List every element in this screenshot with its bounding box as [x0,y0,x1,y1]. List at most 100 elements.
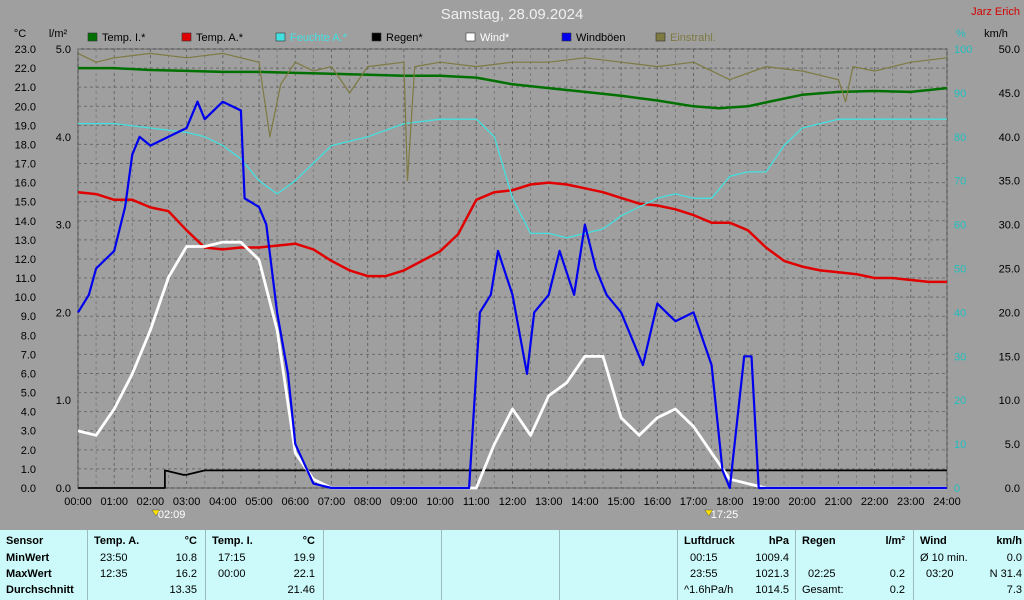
rain-unit: l/m² [885,535,905,547]
series-line-0 [78,66,948,110]
wind-tick-label: 40.0 [999,132,1020,144]
pressure-min-time: 00:15 [690,552,718,564]
stats-empty-col-2 [442,530,560,600]
legend-label: Windböen [576,32,626,44]
humidity-tick-label: 70 [954,176,966,188]
rain-axis-unit: l/m² [49,28,68,40]
x-tick-label: 08:00 [354,496,382,508]
wind-tick-label: 10.0 [999,395,1020,407]
humidity-tick-label: 60 [954,220,966,232]
x-tick-label: 01:00 [100,496,128,508]
rain-tick-label: 5.0 [56,44,71,56]
x-tick-label: 02:00 [137,496,165,508]
temp-tick-label: 13.0 [15,235,36,247]
legend-swatch [561,32,572,42]
x-tick-label: 10:00 [426,496,454,508]
humidity-tick-label: 50 [954,264,966,276]
x-tick-label: 17:00 [680,496,708,508]
sensor-header: Sensor [6,535,44,547]
humidity-tick-label: 0 [954,483,960,495]
temp-tick-label: 6.0 [21,368,36,380]
legend-label: Regen* [386,32,423,44]
temp-tick-label: 23.0 [15,44,36,56]
series-line-3 [78,469,947,489]
humidity-tick-label: 100 [954,44,972,56]
humidity-tick-label: 30 [954,351,966,363]
temp-tick-label: 20.0 [15,101,36,113]
temp-a-header: Temp. A. [94,535,140,547]
legend-label: Einstrahl. [670,32,716,44]
humidity-tick-label: 40 [954,307,966,319]
temp-i-max-value: 22.1 [293,568,315,580]
rain-tick-label: 0.0 [56,483,71,495]
stats-sensor-col: Sensor MinWert MaxWert Durchschnitt [0,530,88,600]
stats-pressure-col: Luftdruck hPa 00:15 1009.4 23:55 1021.3 … [678,530,796,600]
temp-i-header: Temp. I. [212,535,253,547]
temp-tick-label: 19.0 [15,120,36,132]
row-min-label: MinWert [6,552,50,564]
stats-wind-col: Wind km/h Ø 10 min. 0.0 03:20 N 31.4 7.3 [914,530,1024,600]
temp-tick-label: 14.0 [15,216,36,228]
rain-header: Regen [802,535,836,547]
legend-swatch [181,32,192,42]
humidity-tick-label: 80 [954,132,966,144]
stats-empty-col-1 [324,530,442,600]
x-tick-label: 18:00 [716,496,744,508]
x-tick-label: 24:00 [933,496,961,508]
legend-swatch [655,32,666,42]
row-avg-label: Durchschnitt [6,584,74,596]
wind-tick-label: 20.0 [999,307,1020,319]
temp-tick-label: 12.0 [15,254,36,266]
wind-avg-value: 0.0 [1006,552,1022,564]
series-line-1 [77,181,947,284]
humidity-tick-label: 20 [954,395,966,407]
humidity-tick-label: 90 [954,88,966,100]
pressure-header: Luftdruck [684,535,735,547]
temp-a-unit: °C [184,535,197,547]
x-tick-label: 04:00 [209,496,237,508]
wind-last-value: 7.3 [1006,584,1022,596]
x-tick-label: 23:00 [897,496,925,508]
temp-tick-label: 10.0 [15,292,36,304]
pressure-unit: hPa [768,535,789,547]
temp-tick-label: 17.0 [15,159,36,171]
temp-tick-label: 0.0 [21,483,36,495]
x-tick-label: 12:00 [499,496,527,508]
wind-axis-unit: km/h [984,28,1008,40]
x-tick-label: 19:00 [752,496,780,508]
legend-label: Wind* [480,32,510,44]
wind-tick-label: 35.0 [999,176,1020,188]
wind-tick-label: 50.0 [999,44,1020,56]
x-tick-label: 03:00 [173,496,201,508]
rain-max-value: 0.2 [889,568,905,580]
temp-tick-label: 3.0 [21,426,36,438]
temp-tick-label: 16.0 [15,178,36,190]
x-tick-label: 09:00 [390,496,418,508]
wind-tick-label: 45.0 [999,88,1020,100]
x-tick-label: 11:00 [463,496,490,508]
wind-tick-label: 30.0 [999,220,1020,232]
x-tick-label: 21:00 [825,496,853,508]
x-tick-label: 07:00 [318,496,346,508]
pressure-max-time: 23:55 [690,568,718,580]
rain-tick-label: 1.0 [56,395,71,407]
x-tick-label: 13:00 [535,496,563,508]
wind-unit: km/h [996,535,1022,547]
sun-marker-icon [704,509,714,517]
rain-total-label: Gesamt: [802,584,844,596]
wind-header: Wind [920,535,947,547]
temp-i-min-value: 19.9 [293,552,315,564]
temp-i-average: 21.46 [287,584,315,596]
wind-max-time: 03:20 [926,568,954,580]
pressure-max-value: 1021.3 [755,568,789,580]
x-tick-label: 15:00 [607,496,635,508]
temp-tick-label: 5.0 [21,388,36,400]
stats-temp-a-col: Temp. A. °C 23:50 10.8 12:35 16.2 13.35 [88,530,206,600]
temp-a-min-value: 10.8 [175,552,197,564]
temp-i-unit: °C [302,535,315,547]
temp-tick-label: 2.0 [21,445,36,457]
stats-empty-col-3 [560,530,678,600]
legend-label: Temp. I.* [102,32,146,44]
x-tick-label: 05:00 [245,496,273,508]
temp-tick-label: 11.0 [15,273,36,285]
